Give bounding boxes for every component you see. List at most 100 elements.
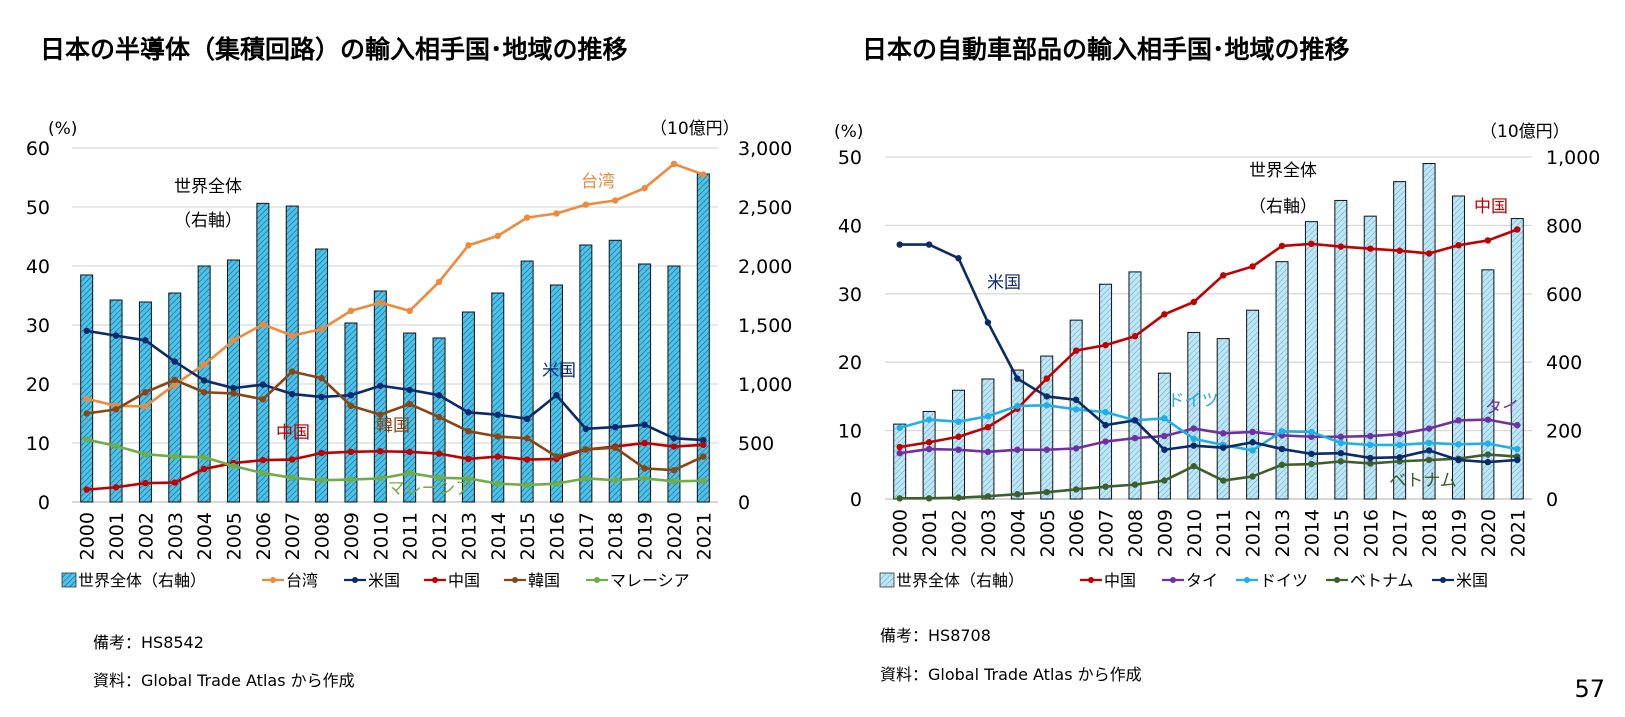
legend-label: 台湾	[286, 571, 318, 590]
data-point	[318, 374, 325, 382]
semiconductor-chart: 0 10 20 30 40 50 60 0 500 1,000 1,500 2,000 2,500 3,0…	[26, 138, 793, 590]
data-point	[259, 456, 267, 464]
legend-swatch-marker	[1334, 577, 1340, 583]
bar-world-total-2005	[227, 259, 240, 503]
data-point	[896, 241, 903, 248]
data-point	[1043, 393, 1050, 400]
data-point	[641, 184, 648, 192]
data-point	[1396, 454, 1403, 461]
bar-world-total-2004	[1010, 369, 1024, 500]
data-point	[582, 201, 590, 208]
data-point	[171, 479, 178, 486]
x-axis-tick-label: 2016	[1360, 509, 1382, 557]
bar-world-total-2009	[344, 322, 358, 503]
x-axis-tick-label: 2017	[576, 512, 598, 560]
series-label-thailand: タイ	[1485, 398, 1519, 418]
note-remarks: 備考：HS8542	[93, 633, 204, 652]
data-point	[289, 332, 296, 339]
data-point	[142, 337, 149, 344]
left-axis-tick-label: 20	[26, 374, 50, 396]
data-point	[670, 435, 678, 442]
note-remarks: 備考：HS8708	[880, 626, 991, 645]
data-point	[1131, 434, 1139, 442]
data-point	[612, 476, 619, 484]
data-point	[1043, 402, 1050, 409]
data-point	[171, 358, 178, 365]
left-axis-tick-label: 40	[26, 256, 50, 278]
bar-world-total-2004	[197, 265, 211, 503]
bar-world-total-2021	[1510, 218, 1524, 500]
chart-title-semiconductor: 日本の半導体（集積回路）の輸入相手国･地域の推移	[40, 35, 628, 64]
bar-world-total-2016	[1363, 215, 1377, 500]
legend-swatch-marker	[432, 577, 438, 583]
x-axis-tick-label: 2008	[312, 512, 334, 560]
data-point	[1367, 460, 1374, 467]
data-point	[1425, 250, 1433, 257]
legend-swatch-bar	[879, 572, 895, 588]
data-point	[523, 456, 531, 463]
left-axis-tick-label: 30	[26, 315, 50, 337]
x-axis-tick-label: 2007	[1096, 509, 1118, 557]
data-point	[582, 446, 590, 453]
data-point	[670, 466, 678, 474]
data-point	[955, 418, 962, 425]
right-axis-tick-label: 500	[738, 433, 774, 455]
data-point	[494, 453, 501, 460]
data-point	[1220, 444, 1227, 451]
right-axis-tick-label: 2,000	[738, 256, 792, 278]
x-axis-tick-label: 2007	[282, 512, 304, 560]
data-point	[1190, 442, 1197, 449]
x-axis-tick-label: 2014	[488, 512, 510, 560]
legend-swatch-marker	[352, 577, 358, 583]
data-point	[1484, 458, 1492, 466]
data-point	[1190, 435, 1197, 443]
data-point	[984, 319, 992, 326]
bar-world-total-2003	[168, 292, 182, 503]
x-axis-tick-label: 2020	[664, 512, 686, 560]
bar-annotation: （右軸）	[1249, 197, 1317, 217]
data-point	[1072, 445, 1080, 452]
legend-label: 韓国	[528, 571, 560, 590]
data-point	[1367, 432, 1374, 440]
x-axis-tick-label: 2012	[1243, 509, 1265, 557]
data-point	[1308, 450, 1315, 458]
data-point	[494, 433, 501, 440]
data-point	[171, 453, 178, 460]
data-point	[1190, 425, 1197, 432]
data-point	[1367, 441, 1374, 449]
left-axis-tick-label: 60	[26, 138, 50, 160]
data-point	[1308, 433, 1315, 440]
left-axis-tick-label: 20	[838, 352, 862, 374]
legend-swatch-marker	[1244, 577, 1250, 583]
bar-world-total-2011	[1216, 338, 1230, 500]
data-point	[1014, 446, 1021, 453]
data-point	[112, 406, 120, 413]
data-point	[984, 493, 992, 500]
data-point	[200, 361, 208, 368]
data-point	[318, 476, 325, 484]
data-point	[377, 411, 384, 418]
right-axis-tick-label: 1,000	[738, 374, 792, 396]
bar-world-total-2007	[285, 205, 299, 503]
bar-world-total-2006	[256, 202, 270, 503]
data-point	[377, 299, 384, 306]
x-axis-tick-label: 2015	[1331, 509, 1353, 557]
data-point	[1455, 456, 1462, 464]
data-point	[494, 411, 501, 418]
x-axis-tick-label: 2005	[224, 512, 246, 560]
series-line-0	[899, 228, 1518, 449]
data-point	[347, 402, 355, 410]
x-axis-tick-label: 2012	[429, 512, 451, 560]
series-line-4	[899, 243, 1518, 464]
data-point	[494, 232, 501, 240]
right-axis-unit: （10億円）	[1480, 122, 1570, 142]
data-point	[1161, 432, 1168, 440]
data-point	[406, 386, 413, 394]
bar-world-total-2018	[1422, 162, 1436, 500]
data-point	[1220, 430, 1227, 437]
data-point	[289, 368, 296, 375]
x-axis-tick-label: 2002	[949, 509, 971, 557]
bar-world-total-2001	[922, 410, 936, 500]
data-point	[347, 476, 355, 483]
